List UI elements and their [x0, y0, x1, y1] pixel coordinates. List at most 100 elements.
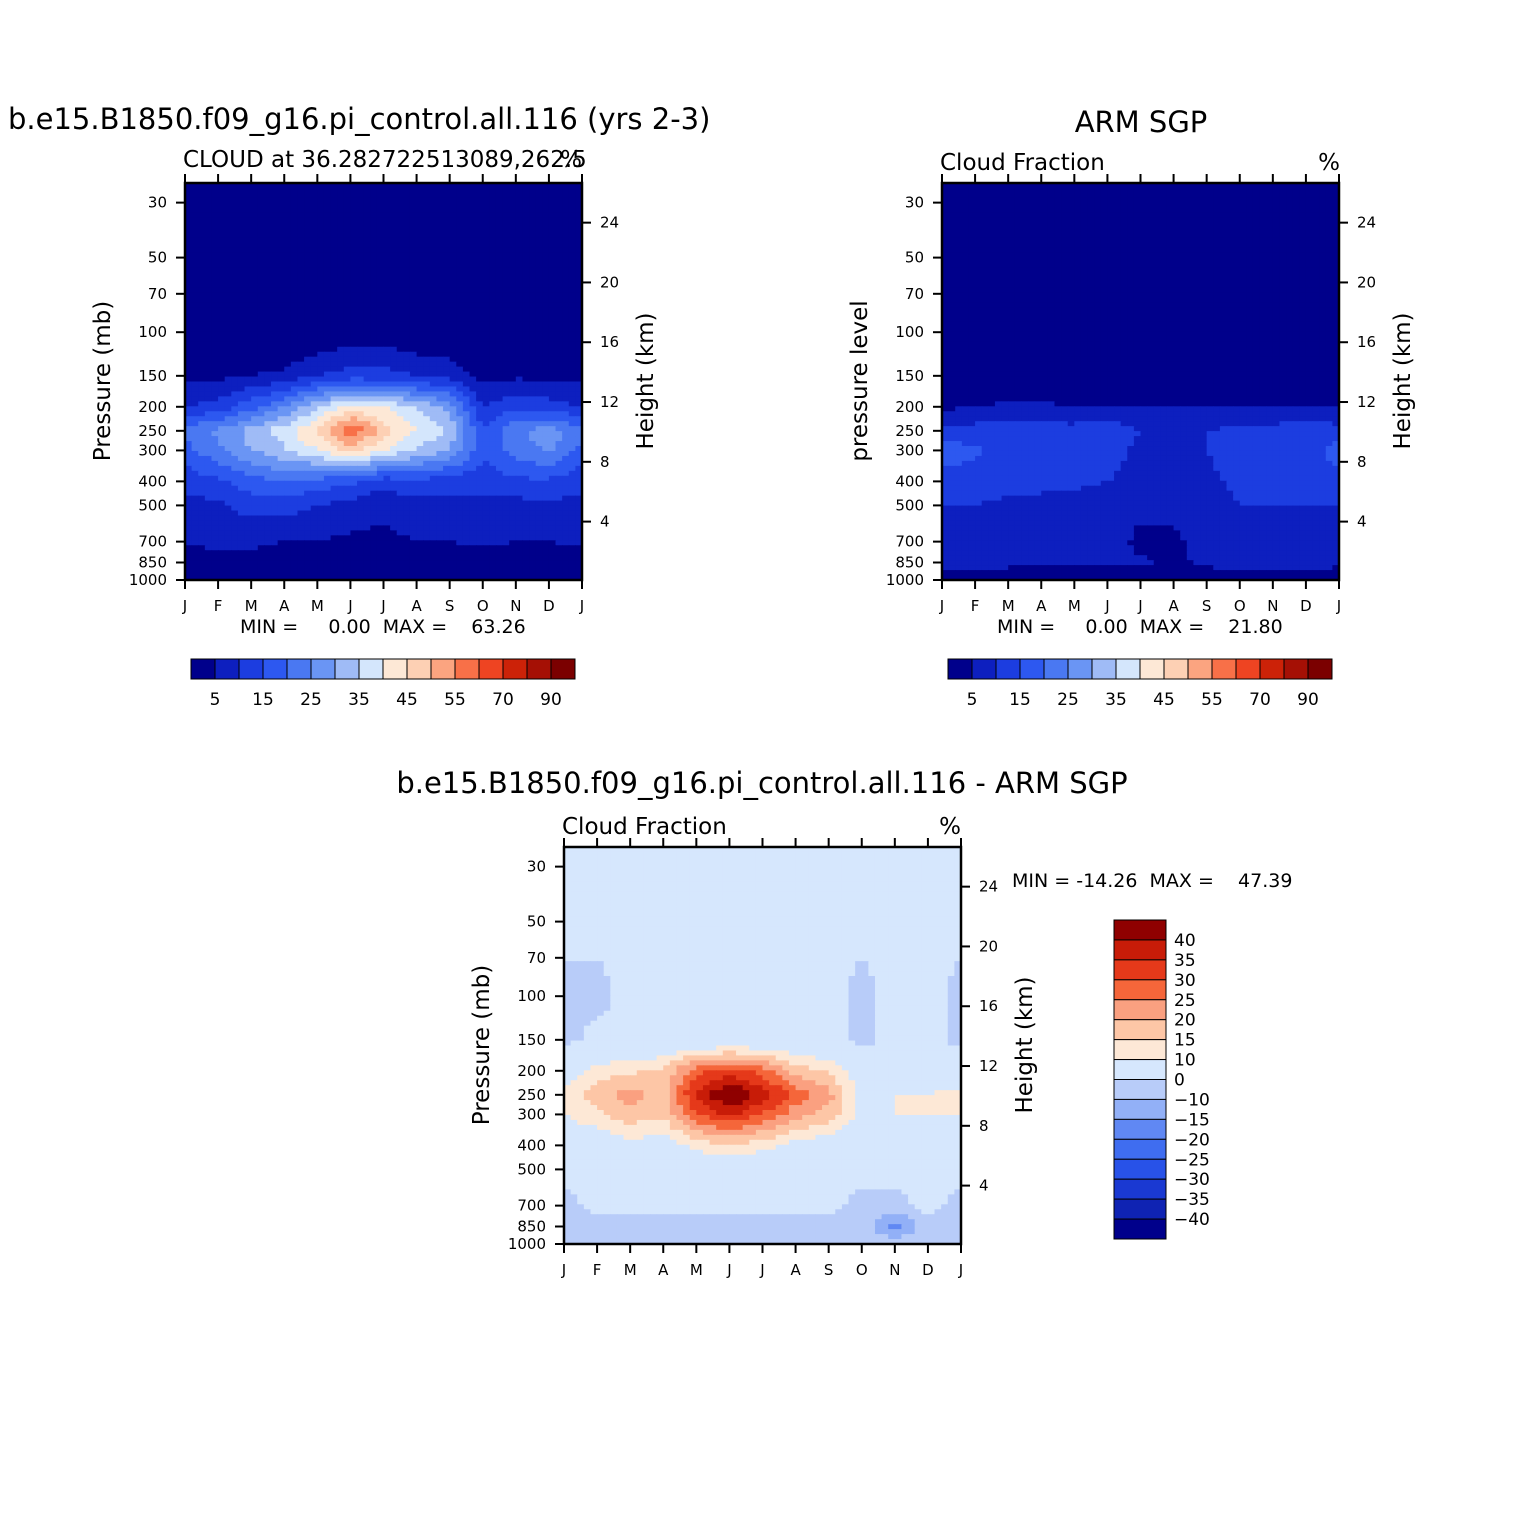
heat-cell — [237, 560, 246, 566]
heat-cell — [469, 545, 477, 551]
heat-cell — [562, 237, 570, 244]
heat-cell — [350, 530, 358, 536]
heat-cell — [396, 411, 404, 417]
heat-cell — [482, 297, 490, 303]
heat-cell — [462, 421, 471, 427]
heat-cell — [429, 520, 438, 527]
heat-cell — [482, 480, 490, 487]
heat-cell — [383, 470, 391, 477]
heat-cell — [462, 436, 471, 442]
heat-cell — [297, 267, 305, 273]
heat-cell — [555, 212, 563, 219]
heat-cell — [449, 351, 457, 358]
heat-cell — [251, 381, 259, 388]
heat-cell — [330, 411, 338, 417]
heat-cell — [185, 515, 193, 522]
heat-cell — [548, 212, 557, 219]
heat-cell — [297, 361, 305, 368]
heat-cell — [271, 401, 279, 407]
heat-cell — [396, 401, 404, 407]
heat-cell — [264, 550, 272, 556]
heat-cell — [390, 386, 398, 393]
heat-cell — [357, 396, 365, 402]
heat-cell — [304, 183, 312, 189]
heat-cell — [350, 267, 358, 273]
heat-cell — [509, 237, 517, 244]
heat-cell — [323, 386, 332, 393]
heat-cell — [535, 565, 543, 571]
heat-cell — [383, 406, 391, 412]
heat-cell — [330, 212, 338, 219]
heat-cell — [231, 242, 239, 249]
heat-cell — [310, 222, 318, 229]
heat-cell — [568, 207, 576, 214]
heat-cell — [449, 227, 457, 234]
heat-cell — [416, 297, 424, 303]
heat-cell — [390, 426, 398, 432]
heat-cell — [257, 386, 265, 393]
heat-cell — [264, 406, 272, 412]
heat-cell — [423, 560, 431, 566]
heat-cell — [515, 530, 524, 536]
heat-cell — [482, 321, 490, 328]
heat-cell — [304, 411, 312, 417]
heat-cell — [482, 331, 490, 338]
heat-cell — [244, 212, 252, 219]
heat-cell — [462, 316, 471, 323]
heat-cell — [509, 401, 517, 407]
heat-cell — [251, 257, 259, 263]
heat-cell — [257, 312, 265, 318]
heat-cell — [224, 282, 232, 288]
heat-cell — [456, 187, 464, 194]
heat-cell — [204, 292, 213, 298]
heat-cell — [449, 515, 457, 522]
heat-cell — [323, 187, 332, 194]
heat-cell — [204, 455, 213, 462]
heat-cell — [429, 267, 438, 273]
heat-cell — [185, 262, 193, 268]
heat-cell — [469, 530, 477, 536]
heat-cell — [502, 272, 510, 278]
heat-cell — [244, 371, 252, 378]
heat-cell — [251, 267, 259, 273]
heat-cell — [462, 321, 471, 328]
heat-cell — [449, 312, 457, 318]
heat-cell — [555, 530, 563, 536]
heat-cell — [396, 520, 404, 527]
heat-cell — [436, 321, 444, 328]
heat-cell — [495, 346, 504, 353]
heat-cell — [429, 257, 438, 263]
heat-cell — [218, 575, 226, 580]
heat-cell — [284, 575, 292, 580]
heat-cell — [330, 401, 338, 407]
heat-cell — [482, 570, 490, 576]
heat-cell — [343, 535, 352, 541]
heat-cell — [357, 550, 365, 556]
heat-cell — [376, 321, 385, 328]
heat-cell — [363, 351, 371, 358]
heat-cell — [363, 307, 371, 313]
heat-cell — [376, 316, 385, 323]
heat-cell — [251, 401, 259, 407]
heat-cell — [244, 252, 252, 259]
heat-cell — [390, 381, 398, 388]
heat-cell — [271, 292, 279, 298]
heat-cell — [357, 480, 365, 487]
heat-cell — [502, 202, 510, 209]
heat-cell — [310, 411, 318, 417]
heat-cell — [555, 217, 563, 224]
heat-cell — [343, 277, 352, 283]
heat-cell — [423, 520, 431, 527]
heat-cell — [218, 431, 226, 437]
heat-cell — [555, 510, 563, 517]
heat-cell — [568, 426, 576, 432]
heat-cell — [529, 212, 537, 219]
heat-cell — [981, 183, 989, 189]
heat-cell — [304, 262, 312, 268]
heat-cell — [529, 406, 537, 412]
heat-cell — [562, 391, 570, 397]
heat-cell — [337, 366, 345, 373]
heat-cell — [529, 272, 537, 278]
heat-cell — [204, 510, 213, 517]
heat-cell — [277, 242, 285, 249]
